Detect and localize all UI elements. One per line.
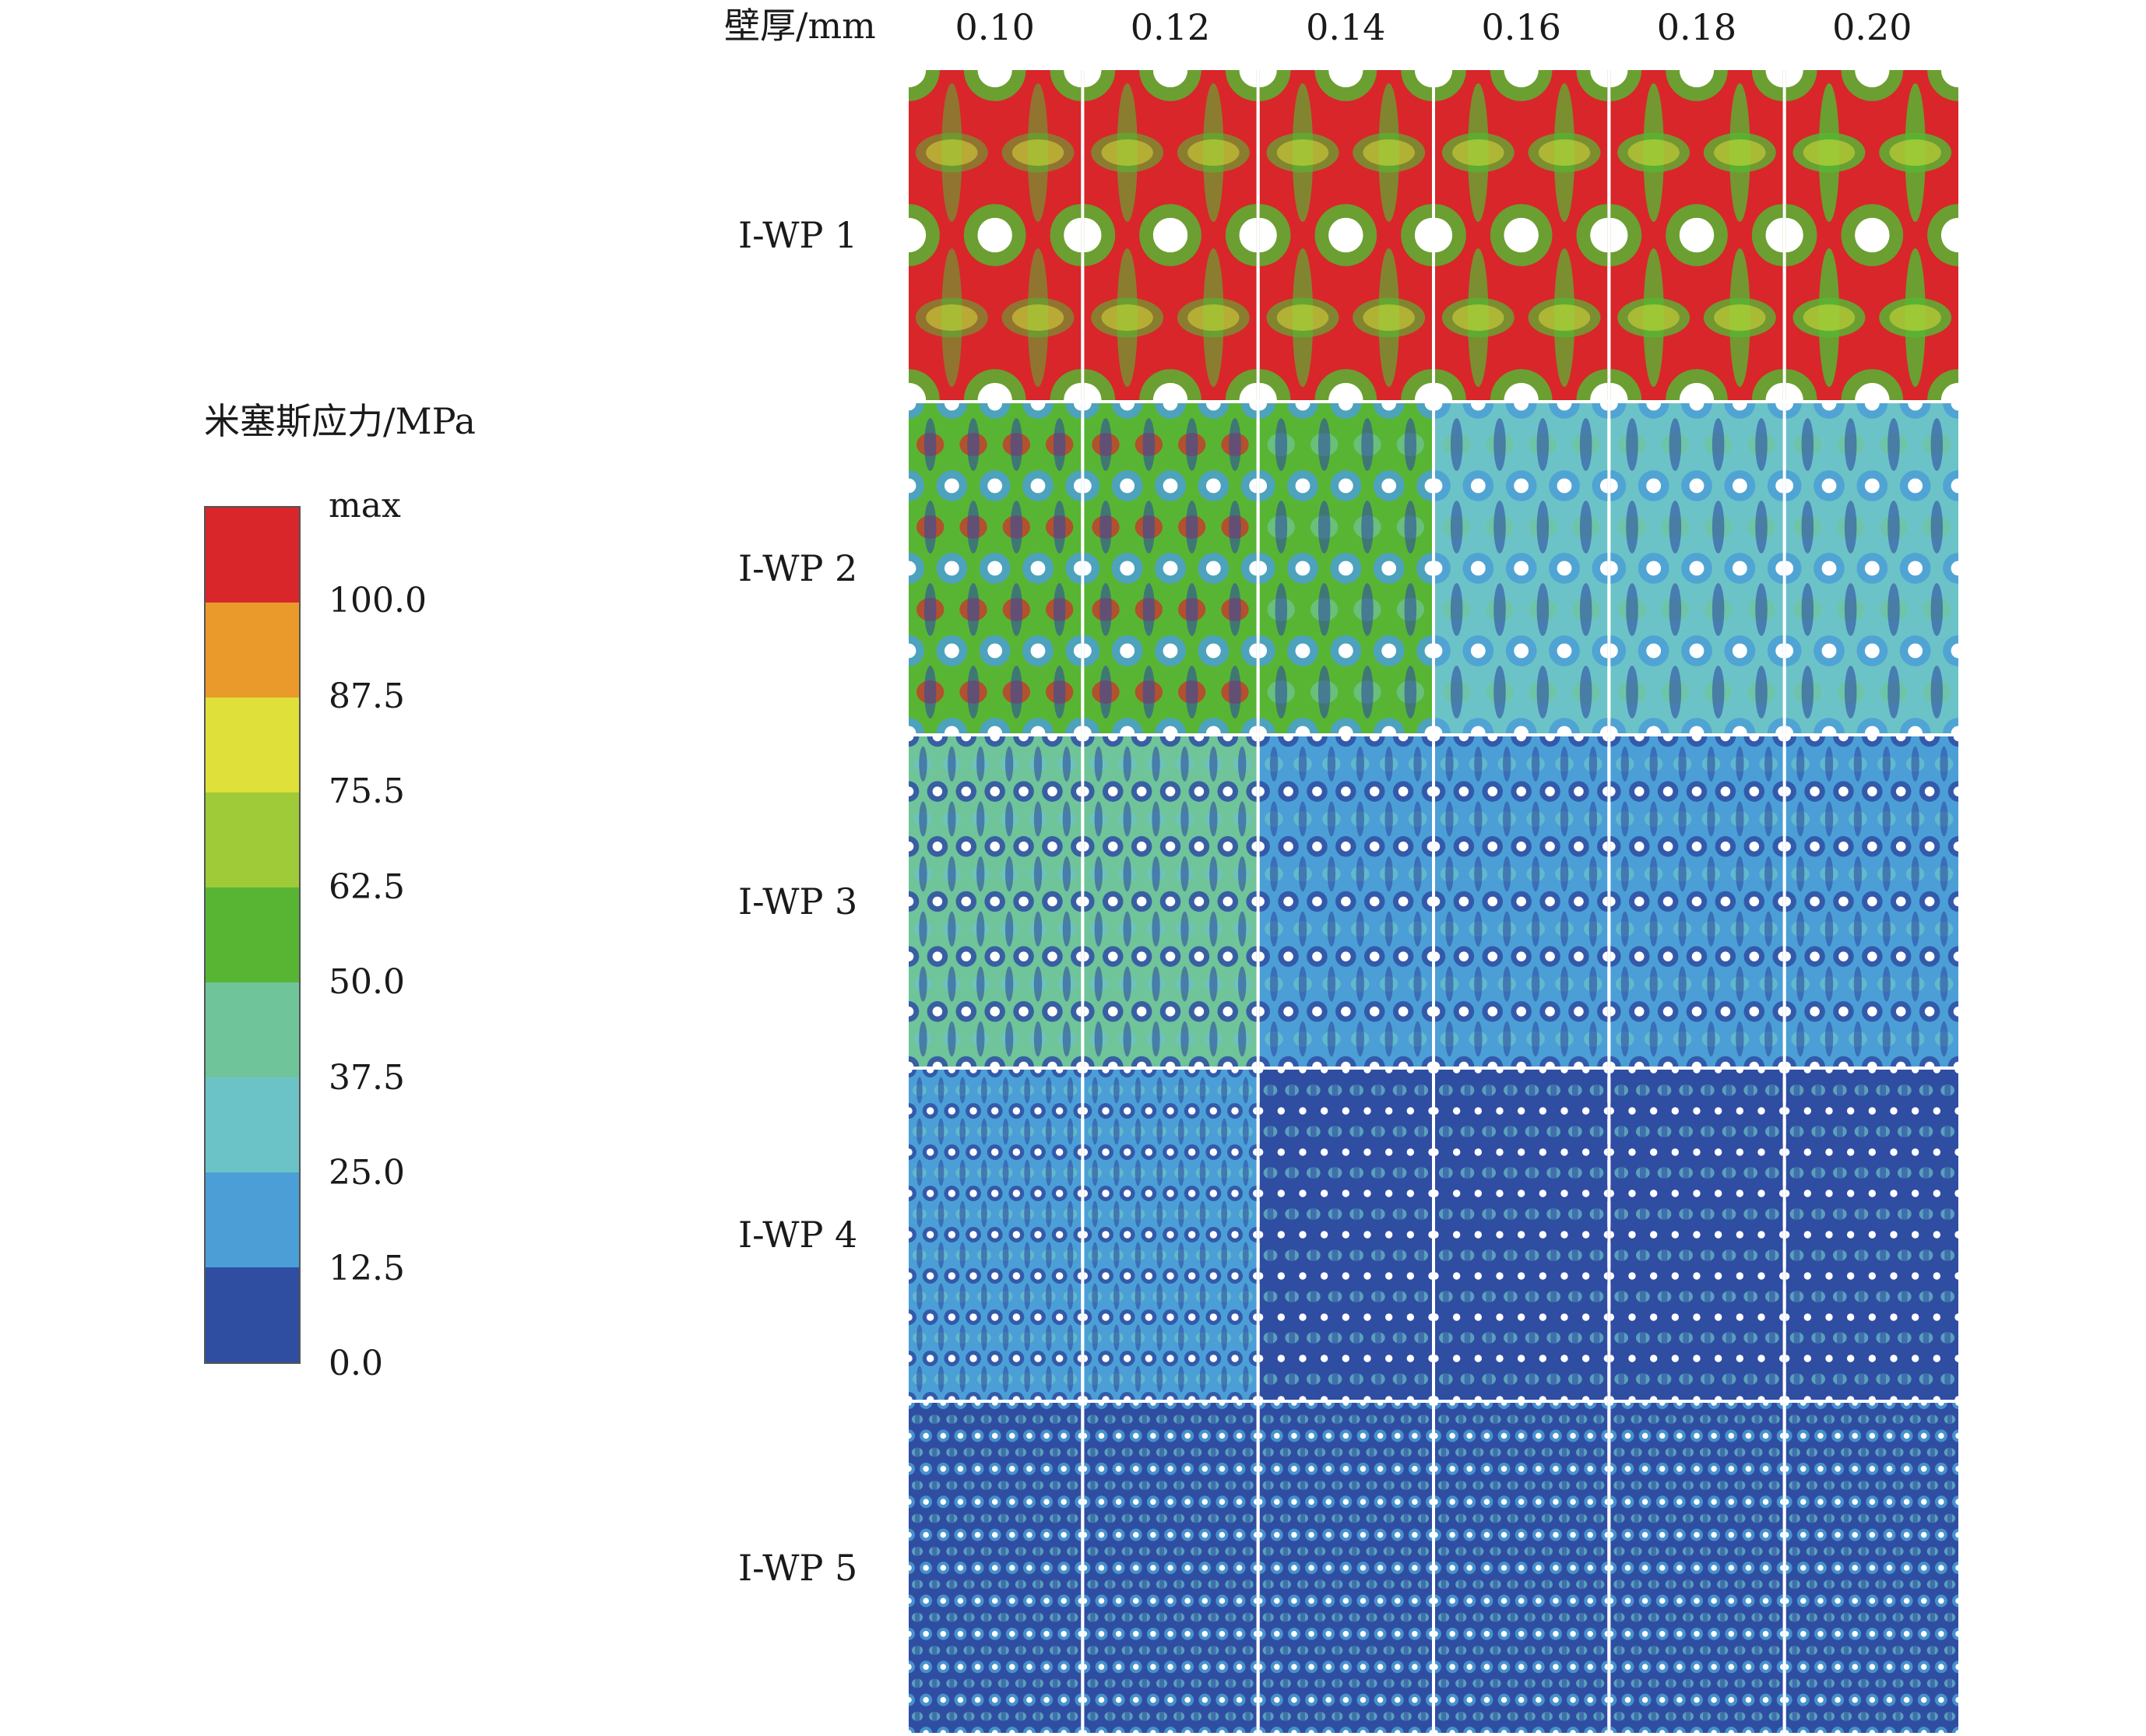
stress-map-tile bbox=[1610, 1070, 1783, 1400]
row-label: I-WP 3 bbox=[738, 880, 858, 922]
stress-map-tile bbox=[1435, 403, 1608, 733]
colorbar-swatch bbox=[206, 982, 299, 1077]
stress-map-tile bbox=[909, 736, 1082, 1067]
colorbar-tick-label: 62.5 bbox=[329, 866, 405, 907]
stress-map-tile bbox=[1084, 403, 1257, 733]
colorbar-tick-label: 50.0 bbox=[329, 962, 405, 1003]
legend-title: 米塞斯应力/MPa bbox=[204, 400, 476, 442]
stress-map-tile bbox=[909, 403, 1082, 733]
colorbar-tick-label: 75.5 bbox=[329, 771, 405, 812]
colorbar-tick-label: 100.0 bbox=[329, 581, 427, 621]
stress-map-tile bbox=[1785, 70, 1958, 400]
stress-map-tile bbox=[1259, 70, 1432, 400]
thickness-header: 0.18 bbox=[1656, 6, 1737, 48]
colorbar-tick-label: 12.5 bbox=[329, 1248, 405, 1288]
colorbar-tick-label: max bbox=[329, 486, 401, 525]
colorbar-swatch bbox=[206, 792, 299, 887]
stress-map-tile bbox=[1259, 1070, 1432, 1400]
stress-map-tile bbox=[1785, 1403, 1958, 1733]
row-label: I-WP 4 bbox=[738, 1214, 858, 1256]
colorbar-tick-label: 87.5 bbox=[329, 676, 405, 716]
stress-map-tile bbox=[1259, 736, 1432, 1067]
stress-map-grid bbox=[907, 69, 1960, 1734]
stress-map-tile bbox=[1610, 736, 1783, 1067]
colorbar-tick-label: 0.0 bbox=[329, 1344, 383, 1383]
stress-map-tile bbox=[1610, 1403, 1783, 1733]
thickness-header: 0.12 bbox=[1130, 6, 1211, 48]
colorbar-swatch bbox=[206, 887, 299, 982]
stress-map-tile bbox=[1435, 736, 1608, 1067]
thickness-axis-label: 壁厚/mm bbox=[724, 5, 876, 47]
stress-map-tile bbox=[1084, 70, 1257, 400]
stress-map-tile bbox=[1610, 403, 1783, 733]
stress-map-tile bbox=[1435, 70, 1608, 400]
stress-map-tile bbox=[1785, 1070, 1958, 1400]
stress-map-tile bbox=[1259, 403, 1432, 733]
stress-map-tile bbox=[1785, 736, 1958, 1067]
colorbar-swatch bbox=[206, 1172, 299, 1267]
thickness-header: 0.16 bbox=[1481, 6, 1561, 48]
row-label: I-WP 1 bbox=[738, 214, 858, 256]
stress-map-tile bbox=[1259, 1403, 1432, 1733]
stress-map-tile bbox=[909, 70, 1082, 400]
stress-map-tile bbox=[1084, 1070, 1257, 1400]
colorbar-swatch bbox=[206, 698, 299, 792]
colorbar-tick-label: 37.5 bbox=[329, 1057, 405, 1098]
colorbar-tick-label: 25.0 bbox=[329, 1153, 405, 1193]
colorbar-labels: max 100.0 87.5 75.5 62.5 50.0 37.5 25.0 12.5 0.0 bbox=[329, 489, 484, 1381]
stress-map-tile bbox=[1084, 1403, 1257, 1733]
row-label: I-WP 2 bbox=[738, 547, 858, 589]
row-label: I-WP 5 bbox=[738, 1547, 858, 1589]
thickness-header: 0.10 bbox=[955, 6, 1035, 48]
colorbar-swatch bbox=[206, 1077, 299, 1172]
colorbar-swatch bbox=[206, 508, 299, 603]
colorbar-swatch bbox=[206, 603, 299, 698]
stress-map-tile bbox=[909, 1403, 1082, 1733]
stress-map-tile bbox=[1084, 736, 1257, 1067]
stress-map-tile bbox=[1785, 403, 1958, 733]
stress-map-tile bbox=[909, 1070, 1082, 1400]
stress-map-tile bbox=[1435, 1070, 1608, 1400]
colorbar bbox=[204, 506, 301, 1364]
stress-map-tile bbox=[1610, 70, 1783, 400]
colorbar-swatch bbox=[206, 1267, 299, 1362]
thickness-header: 0.14 bbox=[1306, 6, 1386, 48]
stress-map-tile bbox=[1435, 1403, 1608, 1733]
thickness-header: 0.20 bbox=[1832, 6, 1912, 48]
